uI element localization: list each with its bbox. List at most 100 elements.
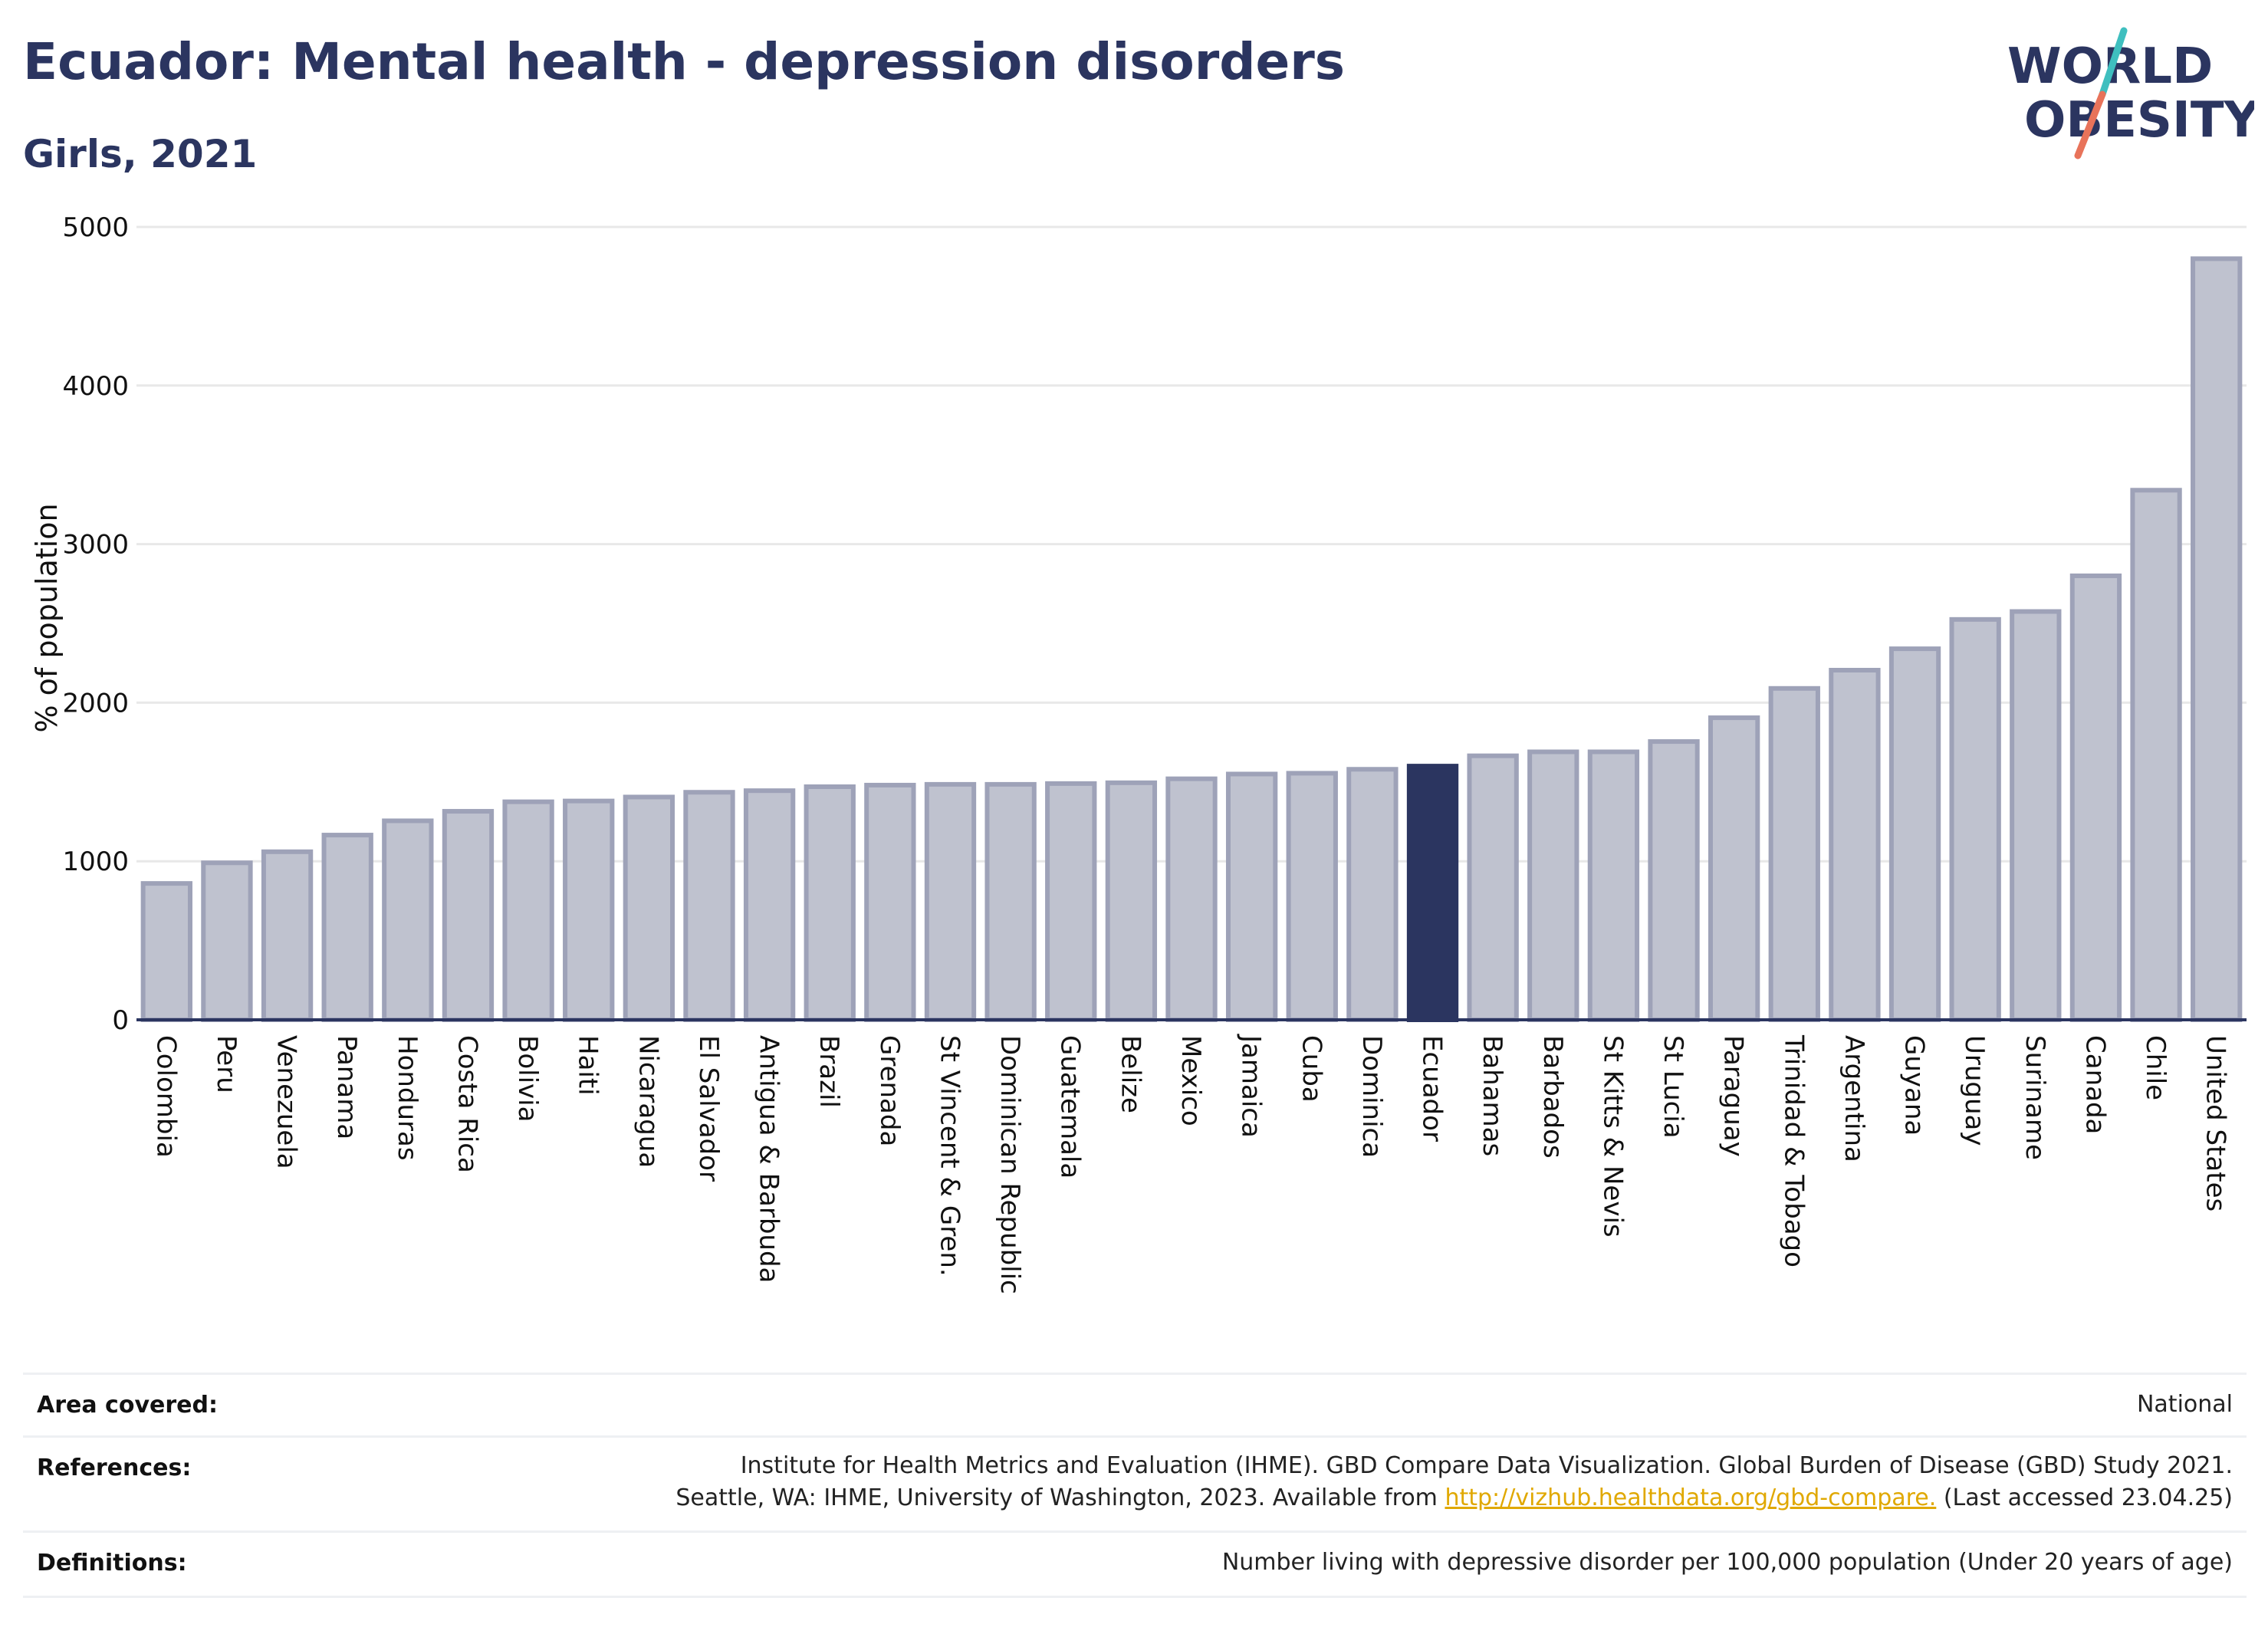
x-tick-label: Honduras	[392, 1035, 422, 1161]
bar	[502, 799, 554, 1023]
x-tick-label: Uruguay	[1959, 1035, 1990, 1146]
bar	[261, 849, 314, 1022]
x-tick-label: Suriname	[2020, 1035, 2050, 1160]
area-value: National	[2136, 1391, 2233, 1418]
x-tick-label: Grenada	[874, 1035, 905, 1146]
x-tick-label: Trinidad & Tobago	[1778, 1034, 1809, 1267]
x-tick-label: Nicaragua	[633, 1035, 663, 1168]
bar	[1045, 781, 1097, 1022]
bar	[804, 784, 856, 1023]
x-tick-label: Guyana	[1899, 1035, 1930, 1136]
bar	[1829, 668, 1881, 1022]
references-link[interactable]: http://vizhub.healthdata.org/gbd-compare…	[1445, 1484, 1937, 1511]
area-label: Area covered:	[37, 1392, 218, 1419]
bar	[683, 790, 735, 1022]
x-tick-label: Peru	[211, 1035, 242, 1093]
bar	[1286, 771, 1338, 1023]
bar	[1527, 749, 1579, 1022]
world-obesity-logo: WORLD OBESITY	[2007, 27, 2254, 159]
references-label: References:	[37, 1455, 192, 1481]
y-tick-label: 2000	[62, 688, 129, 718]
x-tick-label: Ecuador	[1417, 1035, 1448, 1142]
x-tick-label: Barbados	[1537, 1035, 1568, 1159]
bar	[1165, 776, 1218, 1022]
y-tick-label: 3000	[62, 530, 129, 561]
x-tick-label: Argentina	[1839, 1035, 1869, 1162]
info-row-definitions: Definitions: Number living with depressi…	[23, 1530, 2247, 1598]
references-line-2-pre: Seattle, WA: IHME, University of Washing…	[675, 1484, 1445, 1511]
bar	[1467, 753, 1519, 1022]
references-value: Institute for Health Metrics and Evaluat…	[675, 1450, 2233, 1514]
x-tick-label: Colombia	[150, 1035, 181, 1158]
x-tick-label: Paraguay	[1718, 1035, 1749, 1157]
y-tick-label: 0	[112, 1005, 129, 1036]
bar-highlight	[1406, 764, 1459, 1022]
x-tick-label: Guatemala	[1055, 1035, 1086, 1179]
x-tick-label: Chile	[2140, 1035, 2171, 1100]
bar	[1768, 685, 1820, 1023]
bar	[984, 781, 1037, 1022]
logo-slash-coral	[2074, 90, 2106, 159]
x-tick-label: Belize	[1115, 1035, 1146, 1113]
x-tick-label: Dominican Republic	[994, 1035, 1025, 1294]
bar	[1587, 749, 1640, 1022]
logo-word-obesity: OBESITY	[2024, 92, 2254, 149]
bar	[2130, 488, 2182, 1022]
x-tick-label: Haiti	[573, 1035, 603, 1096]
bar	[442, 809, 495, 1022]
bars	[140, 256, 2243, 1023]
x-tick-label: Mexico	[1175, 1035, 1206, 1126]
definitions-value: Number living with depressive disorder p…	[1221, 1549, 2233, 1576]
info-row-references: References: Institute for Health Metrics…	[23, 1435, 2247, 1533]
bar	[1346, 767, 1399, 1022]
x-tick-label: Costa Rica	[452, 1035, 482, 1173]
y-axis-title: % of population	[30, 503, 64, 732]
bar	[382, 818, 434, 1022]
x-tick-label: St Lucia	[1658, 1035, 1688, 1139]
y-tick-label: 1000	[62, 847, 129, 877]
references-line-2: Seattle, WA: IHME, University of Washing…	[675, 1482, 2233, 1514]
logo-slash-teal	[2099, 27, 2128, 98]
x-tick-label: Cuba	[1296, 1035, 1326, 1103]
x-tick-label: Jamaica	[1236, 1034, 1267, 1138]
bar	[201, 860, 253, 1022]
bar	[743, 788, 796, 1022]
bar	[924, 781, 977, 1022]
x-tick-label: United States	[2201, 1035, 2231, 1212]
bar	[1225, 771, 1278, 1023]
bar	[2191, 256, 2243, 1022]
bar	[140, 881, 192, 1022]
page-title: Ecuador: Mental health - depression diso…	[23, 32, 1346, 91]
bar	[321, 833, 373, 1022]
page-subtitle: Girls, 2021	[23, 132, 258, 176]
bar	[2069, 573, 2122, 1022]
x-tick-label: St Kitts & Nevis	[1597, 1035, 1628, 1238]
x-tick-label: Bolivia	[512, 1035, 543, 1122]
y-tick-label: 5000	[62, 212, 129, 243]
definitions-label: Definitions:	[37, 1550, 187, 1576]
x-tick-label: Panama	[331, 1035, 362, 1139]
references-line-2-post: (Last accessed 23.04.25)	[1936, 1484, 2233, 1511]
info-row-area: Area covered: National	[23, 1373, 2247, 1438]
bar	[1949, 616, 2001, 1022]
references-line-1: Institute for Health Metrics and Evaluat…	[740, 1452, 2233, 1479]
x-tick-label: St Vincent & Gren.	[934, 1035, 965, 1277]
x-tick-label: Antigua & Barbuda	[754, 1035, 784, 1283]
x-tick-label: Canada	[2079, 1035, 2110, 1134]
bar	[864, 782, 916, 1022]
bar	[1888, 646, 1941, 1022]
x-tick-label: Dominica	[1356, 1035, 1387, 1158]
bar	[2010, 609, 2062, 1022]
bar	[623, 794, 675, 1023]
x-tick-label: Brazil	[814, 1035, 844, 1108]
axes: 0 1000 2000 3000 4000 5000 Colombia Peru Venezue…	[62, 212, 2247, 1294]
y-tick-label: 4000	[62, 371, 129, 402]
x-tick-label: Venezuela	[271, 1035, 302, 1169]
bar	[563, 798, 615, 1022]
bar-chart: 0 1000 2000 3000 4000 5000 Colombia Peru Venezue…	[30, 212, 2247, 1294]
bar	[1708, 715, 1760, 1023]
bar	[1648, 739, 1700, 1022]
x-tick-label: El Salvador	[693, 1035, 724, 1182]
bar	[1105, 780, 1158, 1022]
x-tick-label: Bahamas	[1477, 1035, 1507, 1156]
